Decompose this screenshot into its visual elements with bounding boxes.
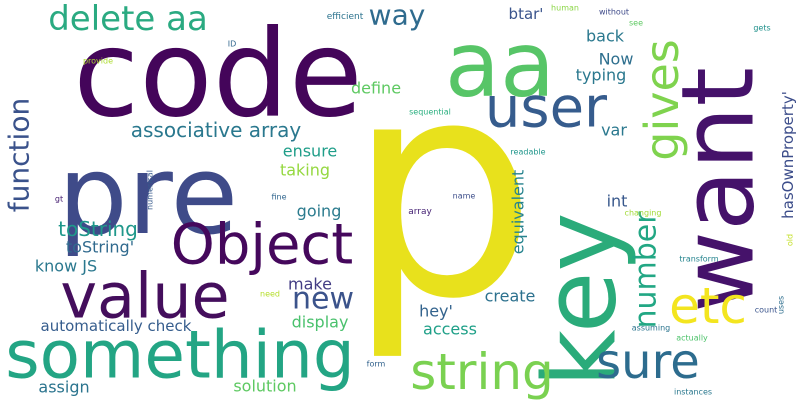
word-23: hasOwnProperty' — [779, 91, 797, 219]
word-45: without — [599, 8, 629, 17]
word-16: number — [629, 211, 664, 329]
word-47: gets — [753, 24, 770, 33]
word-0: p — [347, 16, 537, 365]
word-28: typing — [576, 66, 627, 85]
word-36: var — [601, 121, 627, 140]
word-57: changing — [625, 209, 662, 218]
word-32: going — [297, 202, 342, 221]
word-41: assign — [38, 378, 89, 397]
word-48: ID — [228, 40, 237, 49]
word-55: name — [453, 192, 476, 201]
word-52: numerical — [146, 170, 155, 210]
word-29: btar' — [509, 5, 544, 23]
word-60: need — [260, 290, 280, 299]
word-38: hey' — [419, 302, 453, 321]
word-2: pre — [58, 131, 238, 259]
word-15: function — [3, 98, 36, 212]
word-37: create — [485, 287, 536, 306]
word-12: string — [410, 343, 554, 400]
word-8: Object — [171, 213, 353, 278]
word-34: display — [292, 313, 349, 332]
word-7: value — [60, 260, 229, 333]
word-56: array — [408, 207, 432, 217]
word-14: delete aa — [48, 0, 208, 39]
word-44: human — [551, 4, 579, 13]
word-20: toString — [58, 217, 138, 241]
word-50: sequential — [409, 108, 451, 117]
word-43: efficient — [327, 12, 364, 22]
word-51: readable — [510, 148, 545, 157]
word-30: ensure — [283, 142, 338, 161]
word-46: see — [629, 19, 643, 28]
word-58: old — [786, 234, 795, 246]
word-42: solution — [233, 377, 296, 396]
word-35: int — [607, 192, 628, 211]
word-33: make — [288, 275, 332, 294]
word-39: access — [423, 320, 477, 339]
word-10: gives — [635, 39, 689, 160]
word-18: way — [369, 0, 426, 32]
word-9: user — [485, 76, 608, 141]
word-27: Now — [599, 50, 634, 69]
word-4: want — [660, 67, 777, 313]
word-26: back — [586, 27, 625, 46]
word-40: automatically check — [41, 317, 192, 335]
word-59: transform — [679, 255, 718, 264]
word-22: know JS — [35, 257, 97, 276]
word-19: associative array — [131, 118, 302, 142]
word-24: equivalent — [509, 170, 528, 255]
word-61: uses — [777, 296, 786, 314]
word-64: actually — [676, 334, 708, 343]
word-25: define — [351, 79, 401, 98]
word-54: fine — [271, 193, 286, 202]
word-62: count — [755, 306, 778, 315]
word-3: key — [522, 212, 639, 387]
word-31: taking — [280, 161, 330, 180]
word-5: aa — [445, 13, 555, 118]
word-6: something — [5, 317, 354, 394]
word-63: assuming — [632, 324, 670, 333]
word-17: new — [292, 282, 354, 317]
word-1: code — [73, 6, 362, 145]
word-65: form — [367, 360, 386, 369]
word-49: provide — [83, 57, 113, 66]
word-66: instances — [674, 388, 712, 397]
word-13: etc — [669, 277, 747, 335]
word-11: sure — [596, 334, 700, 390]
word-53: gt — [55, 195, 63, 204]
word-21: toString' — [66, 238, 134, 257]
